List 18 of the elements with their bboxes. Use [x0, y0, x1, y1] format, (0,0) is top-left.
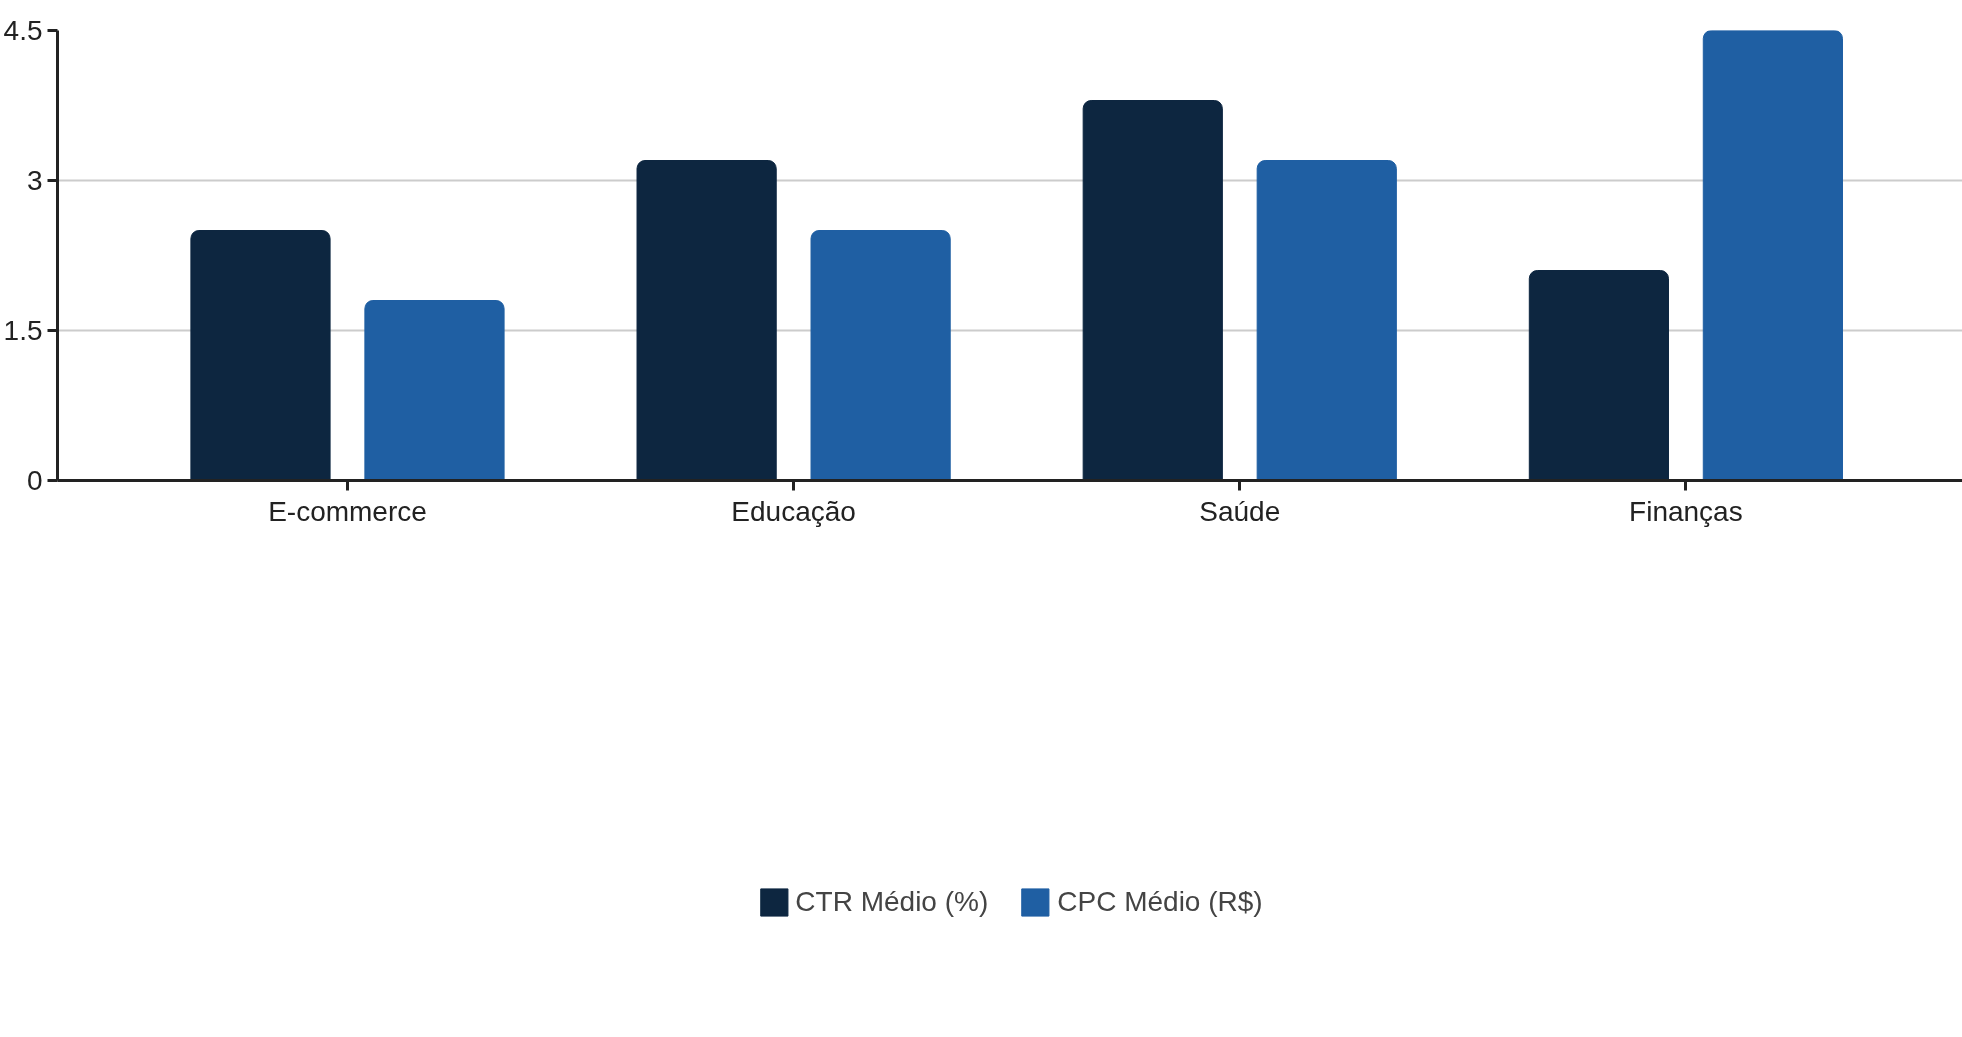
bar: [190, 230, 331, 481]
bar: [636, 160, 777, 481]
legend-label: CPC Médio (R$): [1057, 885, 1263, 918]
bar: [810, 230, 951, 481]
x-tick-label: Educação: [731, 495, 856, 527]
x-tick-label: Finanças: [1629, 495, 1743, 527]
bar: [364, 300, 505, 481]
y-tick-label: 0: [26, 465, 43, 496]
bar: [1528, 270, 1669, 481]
x-tick-label: Saúde: [1199, 495, 1281, 527]
bar: [1702, 30, 1843, 481]
y-tick-label: 3: [26, 165, 43, 196]
legend-label: CTR Médio (%): [795, 885, 989, 918]
y-tick-label: 4.5: [3, 15, 43, 46]
bar: [1082, 100, 1223, 481]
y-tick-label: 1.5: [3, 315, 43, 346]
bar: [1256, 160, 1397, 481]
x-tick-label: E-commerce: [268, 495, 427, 527]
